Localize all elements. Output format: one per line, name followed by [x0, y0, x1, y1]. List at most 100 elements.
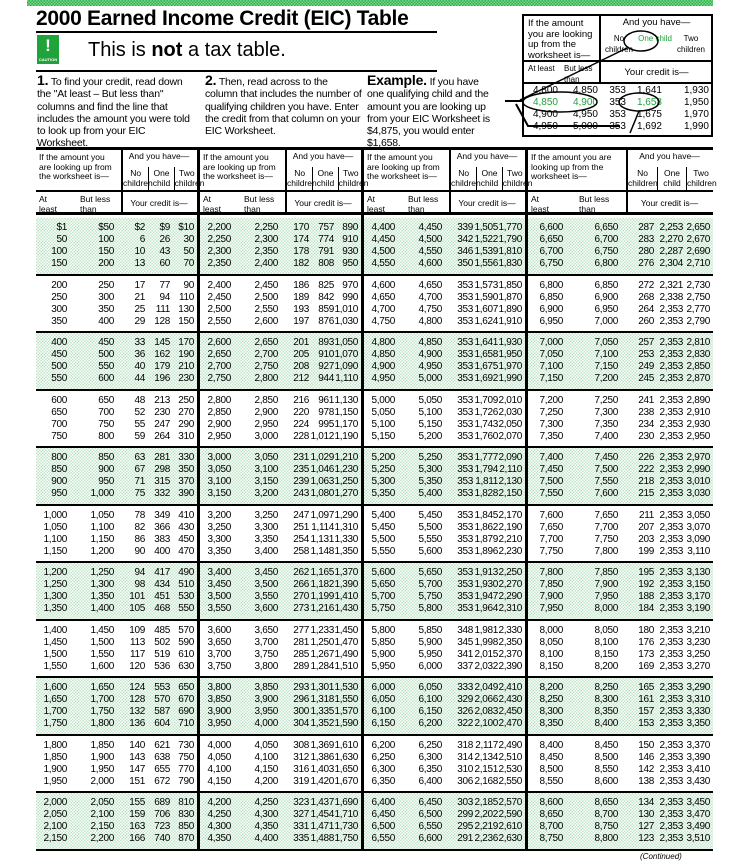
table-row: 4,750 4,800 353 1,624 1,910: [364, 316, 525, 328]
table-row: 1,950 2,000 151 672 790: [36, 776, 197, 788]
credit-one-child: $9: [159, 222, 170, 233]
but-less-than: 5,150: [418, 418, 442, 430]
table-block: 1,200 1,250 94 417 490 1,250 1,300 98 434 510 1,30…: [36, 563, 197, 621]
credit-one-child: 2,353: [659, 337, 683, 348]
but-less-than: 6,200: [418, 718, 442, 729]
credit-no-children: 245: [638, 373, 654, 384]
at-least: 200: [51, 279, 67, 291]
but-less-than: 6,000: [418, 660, 442, 672]
credit-no-children: 335: [293, 833, 309, 844]
but-less-than: 5,600: [418, 545, 442, 557]
credit-no-children: 326: [457, 706, 473, 717]
at-least: 1,950: [43, 775, 67, 787]
header-at-least: At least: [39, 194, 57, 214]
credit-no-children: 281: [293, 636, 309, 648]
credit-no-children: $2: [134, 222, 145, 233]
header-one-child: One child: [312, 167, 337, 190]
table-row: 7,500 7,550 218 2,353 3,010: [528, 476, 713, 488]
but-less-than: 7,800: [594, 545, 618, 557]
but-less-than: 2,800: [254, 373, 278, 384]
at-least: 5,050: [371, 406, 395, 418]
header-one-child: One child: [657, 167, 686, 190]
credit-no-children: 67: [134, 464, 145, 475]
credit-one-child: 2,353: [659, 394, 683, 406]
credit-two-children: 3,390: [686, 751, 710, 763]
credit-no-children: 322: [457, 718, 473, 729]
credit-no-children: 140: [129, 739, 145, 751]
credit-two-children: 1,730: [334, 821, 358, 832]
at-least: 7,950: [539, 603, 563, 614]
at-least: 2,600: [207, 337, 231, 348]
credit-no-children: 348: [457, 624, 473, 636]
table-row: 7,150 7,200 245 2,353 2,870: [528, 373, 713, 385]
header-row-2: At least But less than Your credit is—: [200, 192, 361, 215]
at-least: 1,550: [43, 660, 67, 672]
credit-no-children: 258: [293, 545, 309, 557]
credit-two-children: 1,350: [334, 545, 358, 557]
credit-two-children: 3,210: [686, 624, 710, 636]
credit-no-children: 226: [638, 452, 654, 463]
credit-one-child: 2,134: [474, 751, 498, 763]
table-row: 2,100 2,150 163 723 850: [36, 821, 197, 833]
table-row: 3,350 3,400 258 1,148 1,350: [200, 546, 361, 558]
at-least: 7,850: [539, 579, 563, 590]
credit-no-children: 353: [457, 337, 473, 348]
at-least: 2,400: [207, 279, 231, 291]
credit-two-children: 3,230: [686, 636, 710, 648]
at-least: 5,000: [371, 394, 395, 406]
credit-one-child: 2,353: [659, 509, 683, 521]
credit-two-children: 470: [178, 545, 194, 557]
table-block: $1 $50 $2 $9 $10 50 100 6 26 30 100 150 10 43 50 150 200…: [36, 218, 197, 276]
at-least: 4,000: [207, 739, 231, 751]
credit-no-children: 143: [129, 751, 145, 763]
table-row: 4,100 4,150 316 1,403 1,650: [200, 764, 361, 776]
but-less-than: 8,150: [594, 648, 618, 660]
table-row: 8,700 8,750 127 2,353 3,490: [528, 821, 713, 833]
credit-one-child: 1,658: [636, 97, 662, 108]
table-column-group: If the amount you are looking up from th…: [36, 150, 204, 851]
at-least: 800: [51, 452, 67, 463]
but-less-than: 4,750: [418, 303, 442, 315]
credit-no-children: 163: [129, 821, 145, 832]
credit-two-children: 490: [178, 567, 194, 578]
table-row: 6,000 6,050 333 2,049 2,410: [364, 682, 525, 694]
credit-two-children: 2,890: [686, 394, 710, 406]
credit-no-children: 124: [129, 682, 145, 693]
credit-two-children: 3,370: [686, 739, 710, 751]
credit-one-child: 2,353: [659, 694, 683, 705]
credit-two-children: 630: [178, 660, 194, 672]
table-row: 5,750 5,800 353 1,964 2,310: [364, 603, 525, 615]
credit-two-children: 1,370: [334, 567, 358, 578]
credit-one-child: 315: [154, 476, 170, 487]
at-least: 2,700: [207, 361, 231, 372]
credit-one-child: 2,353: [659, 545, 683, 557]
credit-no-children: 260: [638, 315, 654, 327]
but-less-than: 2,350: [254, 246, 278, 257]
at-least: 4,900: [532, 109, 558, 120]
credit-one-child: 485: [154, 624, 170, 636]
credit-two-children: 2,010: [498, 394, 522, 406]
credit-two-children: 1,770: [498, 222, 522, 233]
table-row: 4,550 4,600 350 1,556 1,830: [364, 258, 525, 270]
credit-no-children: 353: [457, 406, 473, 418]
at-least: 300: [51, 303, 67, 315]
credit-no-children: 155: [129, 797, 145, 808]
but-less-than: 5,550: [418, 533, 442, 545]
at-least: 6,000: [371, 682, 395, 693]
at-least: 1,500: [43, 648, 67, 660]
but-less-than: 4,550: [418, 246, 442, 257]
credit-no-children: 159: [129, 809, 145, 820]
at-least: 7,000: [539, 337, 563, 348]
at-least: 600: [51, 394, 67, 406]
but-less-than: 5,700: [418, 579, 442, 590]
but-less-than: 6,700: [594, 234, 618, 245]
credit-one-child: 43: [159, 246, 170, 257]
credit-one-child: 1,114: [311, 521, 334, 533]
table-row: 2,400 2,450 186 825 970: [200, 280, 361, 292]
but-less-than: 3,400: [254, 545, 278, 557]
at-least: 650: [51, 406, 67, 418]
at-least: 550: [51, 373, 67, 384]
at-least: 5,450: [371, 521, 395, 533]
table-row: 8,400 8,450 150 2,353 3,370: [528, 740, 713, 752]
credit-one-child: 1,692: [636, 121, 662, 132]
